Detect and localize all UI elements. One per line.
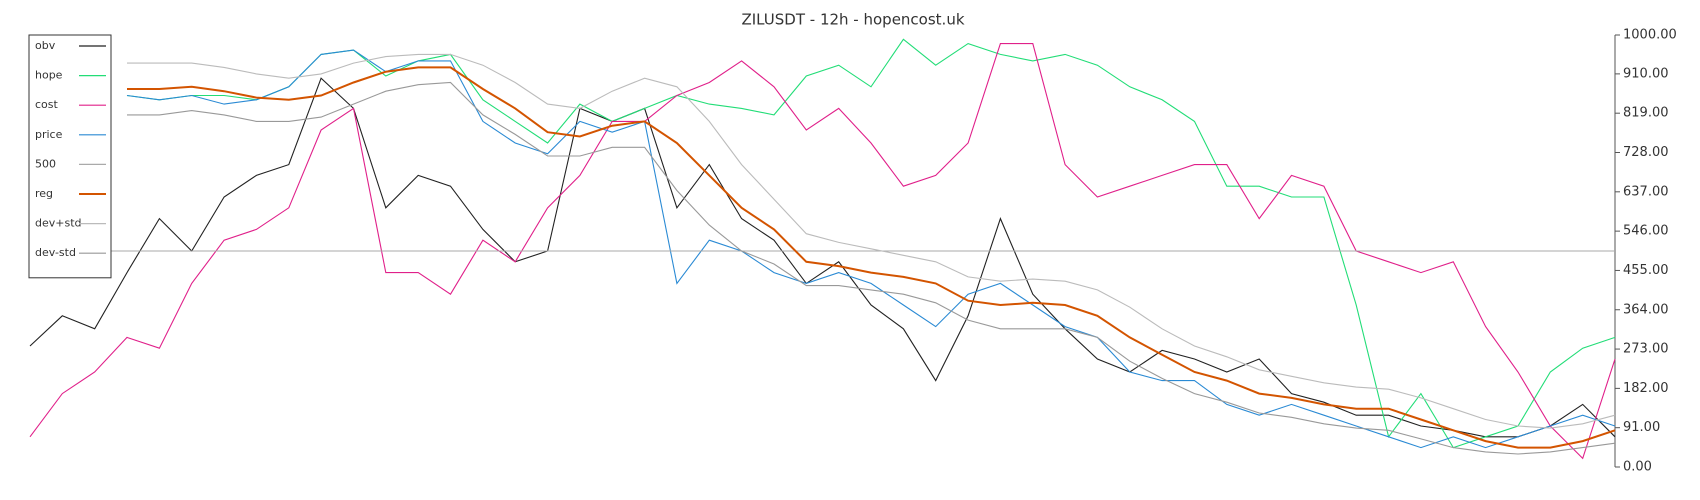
chart-title: ZILUSDT - 12h - hopencost.uk — [741, 11, 964, 29]
series-line — [126, 38, 1616, 449]
legend-label: reg — [35, 187, 53, 200]
y-tick-label: 91.00 — [1623, 420, 1660, 435]
y-tick-label: 728.00 — [1623, 145, 1669, 160]
y-tick-label: 455.00 — [1623, 263, 1669, 278]
legend-label: cost — [35, 98, 59, 111]
legend-label: 500 — [35, 157, 56, 170]
series-line — [126, 49, 1616, 449]
series-line — [127, 53, 1616, 429]
series-line — [29, 43, 1616, 460]
y-tick-label: 364.00 — [1623, 302, 1669, 317]
legend: obv hope cost price 500 reg dev+std dev-std — [28, 34, 112, 279]
legend-label: dev+std — [35, 217, 82, 230]
y-tick-label: 546.00 — [1623, 224, 1669, 239]
y-tick-label: 273.00 — [1623, 342, 1669, 357]
y-tick-label: 637.00 — [1623, 184, 1669, 199]
legend-label: hope — [35, 69, 63, 82]
y-tick-label: 182.00 — [1623, 381, 1669, 396]
y-tick-label: 819.00 — [1623, 106, 1669, 121]
series-line — [29, 77, 1616, 438]
y-tick-label: 1000.00 — [1623, 28, 1677, 43]
series-line — [127, 81, 1616, 455]
y-tick-label: 910.00 — [1623, 66, 1669, 81]
series-line — [127, 66, 1616, 449]
y-tick-label: 0.00 — [1623, 460, 1652, 475]
legend-label: obv — [35, 39, 56, 52]
legend-label: price — [35, 128, 63, 141]
legend-label: dev-std — [35, 246, 76, 259]
